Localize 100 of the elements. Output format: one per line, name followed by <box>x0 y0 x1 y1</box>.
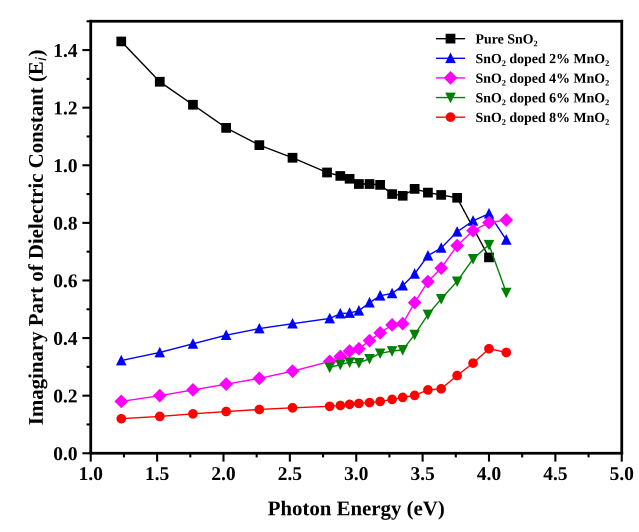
point <box>343 344 356 358</box>
point <box>364 298 374 308</box>
x-tick-label: 3.5 <box>411 467 434 480</box>
point <box>335 360 346 370</box>
point <box>501 235 512 245</box>
point <box>468 216 478 226</box>
point <box>452 276 462 286</box>
point <box>221 122 232 133</box>
point <box>154 348 165 358</box>
point <box>375 290 385 301</box>
point <box>423 250 433 261</box>
point <box>364 179 374 189</box>
legend-label: SnO₂ doped 8% MnO₂ <box>476 112 609 125</box>
x-axis-title: Photon Energy (eV) <box>268 500 444 520</box>
point <box>436 243 446 253</box>
y-tick-label: 1.4 <box>54 44 78 58</box>
point <box>398 280 408 291</box>
x-tick-label: 4.0 <box>477 467 500 480</box>
point <box>387 288 397 298</box>
point <box>396 317 410 330</box>
point <box>466 224 480 238</box>
point <box>288 402 298 413</box>
point <box>286 364 300 378</box>
legend-label: SnO₂ doped 4% MnO₂ <box>476 73 609 86</box>
point <box>387 394 397 404</box>
point <box>344 174 354 184</box>
point <box>436 384 446 394</box>
point <box>375 396 385 406</box>
point <box>452 226 462 237</box>
x-tick-label: 4.5 <box>543 467 567 480</box>
point <box>501 288 512 298</box>
legend-label: SnO₂ doped 6% MnO₂ <box>476 92 609 106</box>
point <box>386 318 399 332</box>
point <box>354 398 364 408</box>
point <box>354 179 364 189</box>
point <box>188 338 198 349</box>
y-tick-label: 0.0 <box>54 447 77 460</box>
point <box>254 324 264 334</box>
point <box>421 275 435 288</box>
point <box>362 334 376 348</box>
point <box>335 400 346 410</box>
point <box>344 308 354 318</box>
point <box>154 76 165 87</box>
point <box>484 252 494 262</box>
point <box>288 152 298 163</box>
point <box>335 308 346 318</box>
point <box>452 370 462 380</box>
point <box>482 216 496 230</box>
point <box>252 372 266 385</box>
y-tick-label: 0.2 <box>54 389 77 403</box>
point <box>436 294 446 304</box>
point <box>324 362 335 372</box>
point <box>484 240 494 250</box>
point <box>423 188 433 198</box>
point <box>324 401 335 412</box>
point <box>387 189 397 199</box>
point <box>501 348 512 358</box>
point <box>344 357 354 368</box>
x-tick-label: 1.0 <box>80 467 102 480</box>
point <box>186 383 200 396</box>
legend-label: Pure SnO₂ <box>476 34 538 46</box>
y-axis-title: Imaginary Part of Dielectric Constant (E$_{i}$) <box>28 50 48 424</box>
point <box>468 254 478 264</box>
point <box>324 314 335 324</box>
point <box>364 354 374 364</box>
y-tick-label: 1.0 <box>54 159 77 172</box>
x-tick-label: 2.5 <box>278 467 302 480</box>
y-tick-label: 1.2 <box>54 102 77 115</box>
point <box>188 408 198 419</box>
y-tick-label: 0.8 <box>54 216 77 230</box>
point <box>436 190 446 200</box>
point <box>288 318 298 329</box>
point <box>221 406 232 416</box>
y-tick-label: 0.6 <box>54 274 77 288</box>
point <box>434 262 448 275</box>
point <box>344 399 354 410</box>
point <box>116 36 126 46</box>
point <box>410 390 420 400</box>
point <box>375 348 385 358</box>
point <box>452 192 462 203</box>
point <box>410 330 420 340</box>
point <box>364 398 374 408</box>
point <box>254 404 264 414</box>
point <box>375 180 385 190</box>
point <box>114 394 128 408</box>
point <box>221 330 232 340</box>
x-tick-label: 1.5 <box>146 467 169 480</box>
point <box>500 213 513 227</box>
point <box>410 184 420 194</box>
point <box>154 412 165 422</box>
legend-label: SnO₂ doped 2% MnO₂ <box>476 53 609 66</box>
point <box>322 168 332 178</box>
point <box>116 414 126 424</box>
point <box>387 346 397 356</box>
point <box>374 326 387 340</box>
point <box>423 310 433 320</box>
point <box>352 342 366 356</box>
point <box>335 171 346 181</box>
point <box>468 358 478 368</box>
point <box>116 356 126 366</box>
